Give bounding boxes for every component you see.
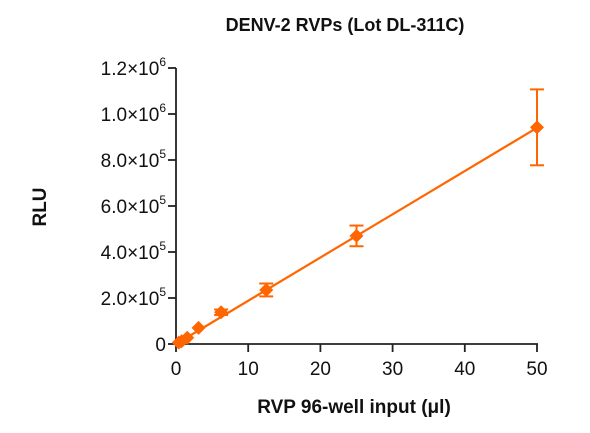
y-tick-label-exponent: 5: [159, 193, 166, 207]
y-tick-label-base: 2.0×10: [101, 289, 160, 310]
plot-marks: [171, 88, 544, 350]
y-tick-label: 0: [155, 335, 166, 356]
x-tick-label: 0: [171, 359, 182, 380]
y-tick-label-base: 8.0×10: [101, 151, 160, 172]
data-point: [191, 320, 206, 335]
x-tick-label: 50: [526, 359, 547, 380]
y-tick-label-base: 1.0×10: [101, 105, 160, 126]
y-tick-label: 1.0×106: [101, 101, 167, 126]
axes: 02.0×1054.0×1056.0×1058.0×1051.0×1061.2×…: [101, 55, 548, 380]
data-point: [259, 282, 274, 297]
y-axis-title: RLU: [30, 187, 51, 226]
x-tick-label: 30: [382, 359, 403, 380]
y-tick-label: 1.2×106: [101, 55, 167, 80]
y-tick-label: 4.0×105: [101, 239, 167, 264]
y-tick-label-base: 1.2×10: [101, 59, 160, 80]
y-tick-label-base: 0: [155, 335, 166, 356]
data-point: [180, 330, 195, 345]
y-tick-label: 8.0×105: [101, 147, 167, 172]
y-tick-label-exponent: 6: [159, 55, 166, 69]
y-tick-label-base: 6.0×10: [101, 197, 160, 218]
x-tick-label: 20: [310, 359, 331, 380]
x-tick-label: 10: [238, 359, 259, 380]
y-tick-label-base: 4.0×10: [101, 243, 160, 264]
y-tick-label: 6.0×105: [101, 193, 167, 218]
data-point: [349, 228, 364, 243]
y-tick-label: 2.0×105: [101, 285, 167, 310]
y-tick-label-exponent: 5: [159, 285, 166, 299]
data-point: [530, 120, 544, 135]
y-tick-label-exponent: 5: [159, 147, 166, 161]
y-tick-label-exponent: 5: [159, 239, 166, 253]
x-tick-label: 40: [454, 359, 475, 380]
data-point: [214, 305, 229, 320]
chart-title: DENV-2 RVPs (Lot DL-311C): [226, 15, 465, 35]
y-tick-label-exponent: 6: [159, 101, 166, 115]
x-axis-title: RVP 96-well input (μl): [257, 397, 451, 418]
